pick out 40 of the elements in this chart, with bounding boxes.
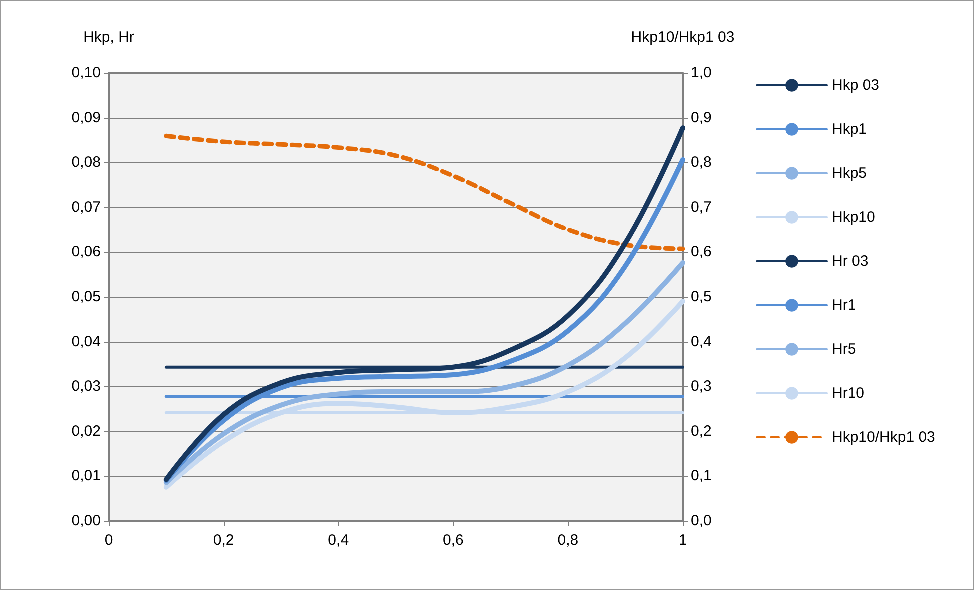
legend-label: Hkp 03	[832, 77, 880, 94]
y-tick-label: 0,03	[72, 378, 101, 396]
x-tick-label: 0,4	[328, 532, 350, 549]
line-series	[164, 134, 686, 252]
legend-label: Hr10	[832, 385, 865, 402]
legend-label: Hkp5	[832, 165, 868, 182]
x-tick-label: 0,6	[442, 532, 464, 549]
y2-tick-label: 0,6	[691, 244, 712, 261]
y-axis-title: Hkp, Hr	[84, 29, 134, 46]
x-tick-label: 0	[104, 532, 114, 549]
legend-label: Hkp10	[832, 209, 876, 226]
y2-tick-label: 0,3	[691, 378, 712, 396]
y2-tick-label: 0,7	[691, 198, 712, 216]
y-tick-label: 0,04	[72, 333, 101, 350]
y-tick-label: 0,06	[72, 244, 101, 261]
y-tick-label: 0,10	[72, 64, 101, 82]
y2-axis-title: Hkp10/Hkp1 03	[631, 29, 735, 46]
y2-tick-label: 0,9	[691, 109, 712, 126]
legend-label: Hkp1	[832, 121, 868, 138]
y2-tick-label: 0,1	[691, 468, 712, 485]
legend-label: Hkp10/Hkp1 03	[832, 429, 936, 446]
x-tick-label: 1	[678, 532, 688, 549]
legend-label: Hr5	[832, 341, 856, 358]
y-tick-label: 0,01	[72, 468, 101, 485]
y2-tick-label: 0,2	[691, 422, 712, 440]
y2-tick-label: 1,0	[691, 64, 712, 82]
y2-tick-label: 0,8	[691, 154, 712, 172]
legend-label: Hr 03	[832, 253, 869, 270]
y-tick-label: 0,08	[72, 154, 101, 172]
x-tick-label: 0,2	[213, 532, 234, 549]
y-tick-label: 0,05	[72, 288, 101, 306]
y-tick-label: 0,02	[72, 422, 101, 440]
y-tick-label: 0,00	[72, 512, 101, 530]
y2-tick-label: 0,5	[691, 288, 712, 306]
x-tick-label: 0,8	[558, 532, 579, 549]
y2-tick-label: 0,4	[691, 333, 712, 350]
y-tick-label: 0,07	[72, 198, 101, 216]
y-tick-label: 0,09	[72, 109, 101, 126]
legend-label: Hr1	[832, 297, 856, 314]
y2-tick-label: 0,0	[691, 512, 712, 530]
